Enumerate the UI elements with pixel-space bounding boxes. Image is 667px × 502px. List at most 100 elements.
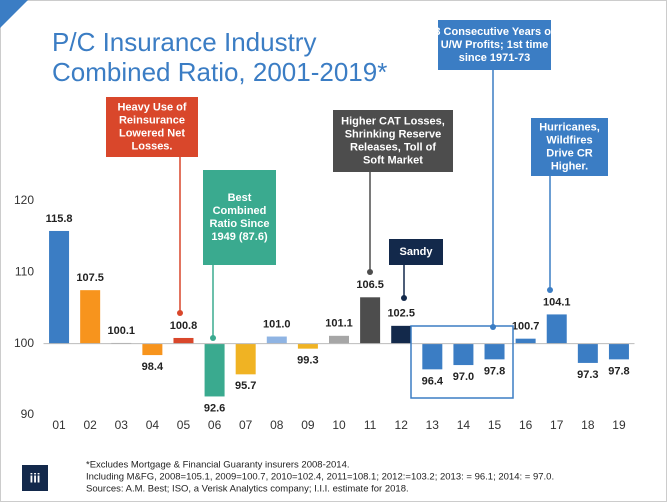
callout-dot xyxy=(210,335,216,341)
x-tick-label: 15 xyxy=(488,418,502,432)
bar xyxy=(266,336,287,344)
bar xyxy=(577,343,598,363)
callout-text: since 1971-73 xyxy=(459,52,531,64)
value-label: 100.7 xyxy=(512,321,540,333)
value-label: 97.8 xyxy=(608,365,629,377)
bar xyxy=(329,335,349,344)
logo-box xyxy=(22,465,48,491)
callout-text: Lowered Net xyxy=(119,127,185,139)
callout-text: Combined xyxy=(213,205,267,217)
x-tick-label: 16 xyxy=(519,418,533,432)
bar xyxy=(391,325,412,344)
value-label: 104.1 xyxy=(543,296,571,308)
value-label: 100.1 xyxy=(107,325,135,337)
x-tick-label: 07 xyxy=(239,418,253,432)
callout-dot xyxy=(490,324,496,330)
value-label: 97.8 xyxy=(484,365,505,377)
value-label: 101.0 xyxy=(263,318,291,330)
callout-text: Losses. xyxy=(132,140,173,152)
bar xyxy=(142,343,163,356)
value-label: 97.0 xyxy=(453,371,474,383)
value-label: 99.3 xyxy=(297,355,318,367)
callout-text: Shrinking Reserve xyxy=(345,128,442,140)
x-tick-label: 19 xyxy=(612,418,626,432)
x-tick-label: 05 xyxy=(177,418,191,432)
x-tick-label: 17 xyxy=(550,418,564,432)
callout-text: Ratio Since xyxy=(210,218,270,230)
value-label: 96.4 xyxy=(422,375,444,387)
callout-box xyxy=(333,110,453,172)
value-label: 95.7 xyxy=(235,380,256,392)
callout-text: Higher. xyxy=(551,160,588,172)
callout-dot xyxy=(177,310,183,316)
callout-box xyxy=(389,239,443,265)
callout-box xyxy=(106,97,198,157)
y-tick-label: 100 xyxy=(14,336,34,350)
x-tick-label: 10 xyxy=(332,418,346,432)
value-label: 101.1 xyxy=(325,318,353,330)
footnote: Including M&FG, 2008=105.1, 2009=100.7, … xyxy=(86,472,554,483)
bar xyxy=(608,343,629,360)
x-tick-label: 06 xyxy=(208,418,222,432)
x-tick-label: 04 xyxy=(146,418,160,432)
bar xyxy=(80,290,101,344)
y-tick-label: 110 xyxy=(15,265,34,279)
callout-text: Sandy xyxy=(399,246,433,258)
callout-text: 3 Consecutive Years of xyxy=(434,26,555,38)
bar xyxy=(515,338,536,344)
x-tick-label: 11 xyxy=(364,418,377,432)
value-label: 115.8 xyxy=(46,213,73,225)
value-label: 97.3 xyxy=(577,369,598,381)
value-label: 98.4 xyxy=(142,361,164,373)
callout-box xyxy=(531,118,608,176)
bar xyxy=(204,343,225,397)
x-tick-label: 01 xyxy=(52,418,66,432)
value-label: 107.5 xyxy=(76,272,104,284)
callout-box xyxy=(438,20,551,70)
x-tick-label: 14 xyxy=(457,418,471,432)
callout-box xyxy=(203,170,276,265)
bar xyxy=(360,297,381,344)
chart-title: P/C Insurance Industry xyxy=(52,27,316,57)
callout-text: Best xyxy=(228,192,252,204)
callout-text: Higher CAT Losses, xyxy=(341,115,445,127)
x-tick-label: 03 xyxy=(115,418,129,432)
logo: iii xyxy=(30,470,41,485)
x-tick-label: 09 xyxy=(301,418,315,432)
callout-dot xyxy=(367,269,373,275)
callout-text: Soft Market xyxy=(363,154,423,166)
value-label: 92.6 xyxy=(204,402,225,414)
bar xyxy=(546,314,567,344)
y-tick-label: 120 xyxy=(14,193,34,207)
bar xyxy=(484,343,505,360)
x-tick-label: 12 xyxy=(395,418,409,432)
callout-text: Wildfires xyxy=(546,134,592,146)
highlight-box xyxy=(410,325,514,399)
callout-text: U/W Profits; 1st time xyxy=(441,39,549,51)
bar xyxy=(49,230,70,344)
x-tick-label: 08 xyxy=(270,418,284,432)
x-tick-label: 18 xyxy=(581,418,595,432)
value-label: 102.5 xyxy=(387,308,415,320)
callout-text: Heavy Use of xyxy=(117,101,186,113)
callout-text: Drive CR xyxy=(546,147,593,159)
callout-text: Releases, Toll of xyxy=(350,141,436,153)
bar xyxy=(235,343,256,375)
y-tick-label: 90 xyxy=(21,407,35,421)
bar xyxy=(173,337,194,344)
chart-title: Combined Ratio, 2001-2019* xyxy=(52,57,387,87)
callout-text: Hurricanes, xyxy=(539,121,600,133)
footnote: *Excludes Mortgage & Financial Guaranty … xyxy=(86,460,350,471)
callout-dot xyxy=(547,287,553,293)
bar xyxy=(297,343,318,349)
corner-decoration xyxy=(0,0,28,28)
callout-text: 1949 (87.6) xyxy=(211,231,268,243)
callout-text: Reinsurance xyxy=(119,114,185,126)
value-label: 100.8 xyxy=(170,320,198,332)
x-tick-label: 13 xyxy=(426,418,440,432)
bar xyxy=(453,343,474,366)
value-label: 106.5 xyxy=(356,279,384,291)
bar xyxy=(422,343,443,370)
